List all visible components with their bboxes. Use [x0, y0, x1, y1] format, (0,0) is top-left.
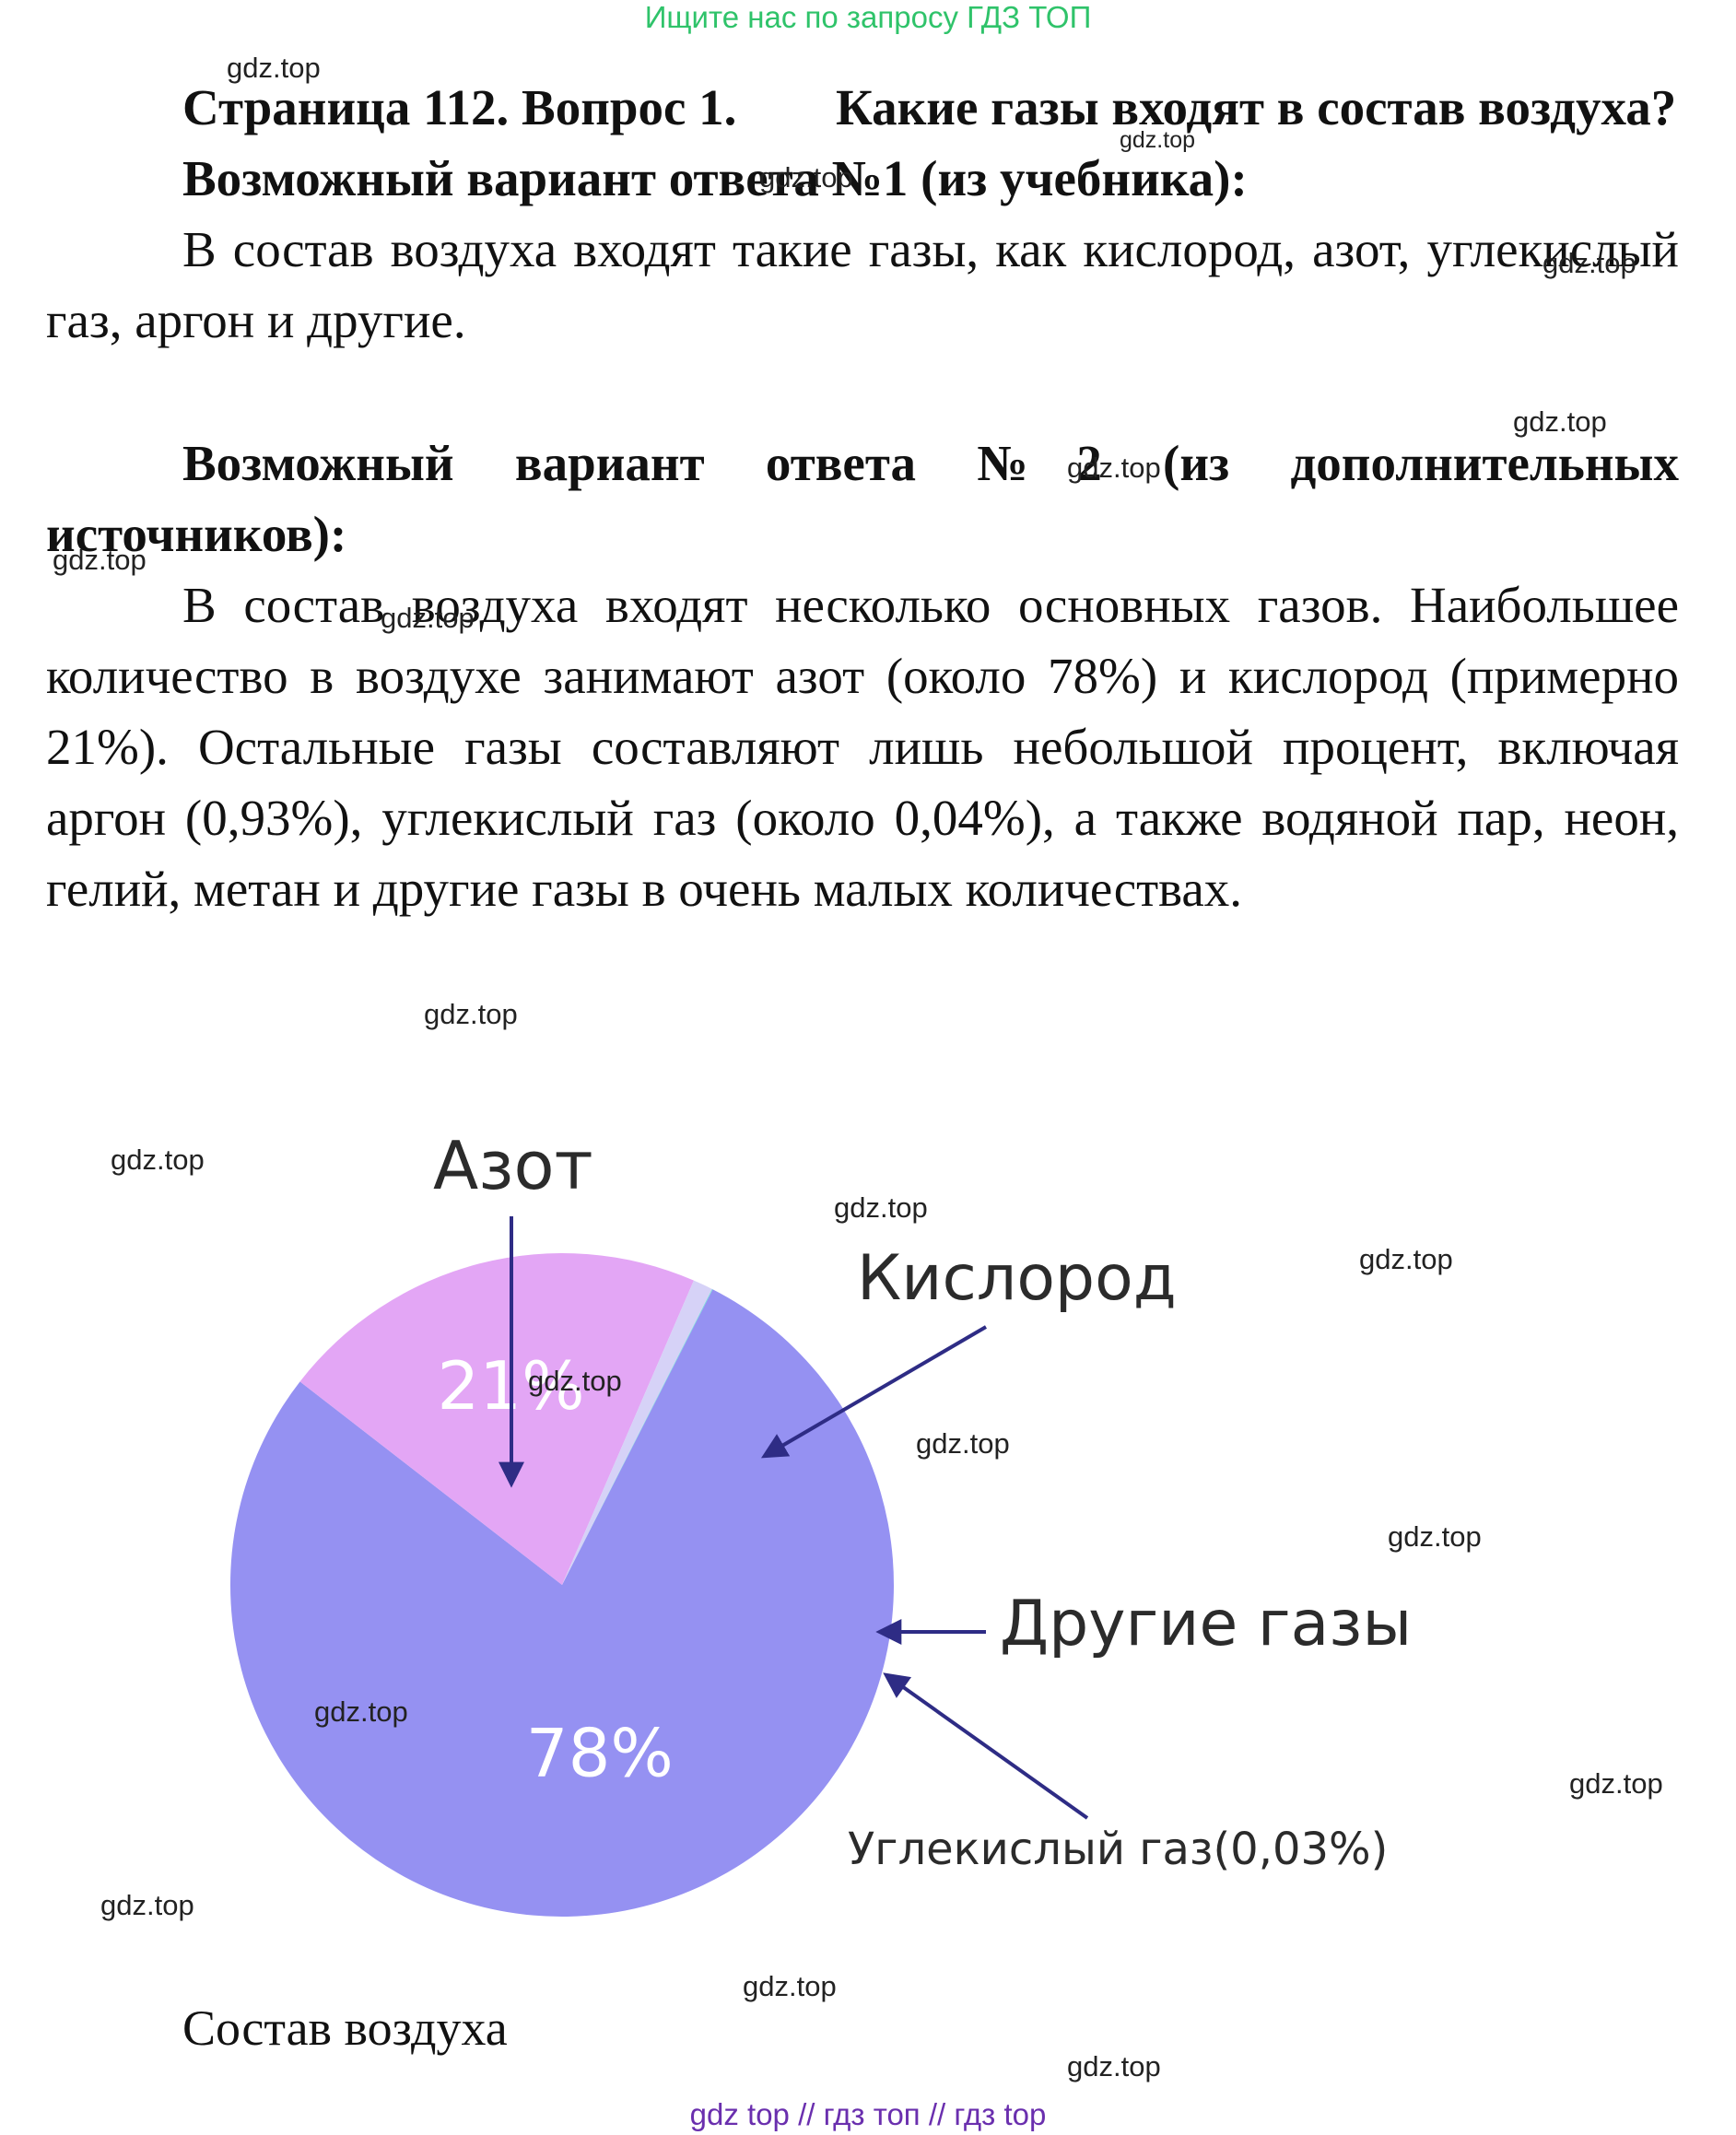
page-title: Страница 112. Вопрос 1. [182, 79, 737, 135]
footer-separator: // [928, 2097, 946, 2131]
pie-slice-2 [562, 1280, 712, 1585]
watermark: gdz.top [227, 52, 321, 84]
answer1-heading: Возможный вариант ответа №1 (из учебника… [182, 150, 1248, 206]
watermark: gdz.top [1359, 1243, 1453, 1275]
question-heading: Страница 112. Вопрос 1. Какие газы входя… [46, 72, 1679, 143]
watermark: gdz.top [100, 1889, 194, 1921]
chart-caption: Состав воздуха [182, 2000, 508, 2056]
search-banner[interactable]: Ищите нас по запросу ГДЗ ТОП [0, 0, 1736, 35]
watermark: gdz.top [1388, 1520, 1482, 1553]
pie-slice-1 [299, 1253, 694, 1585]
watermark: gdz.top [1067, 452, 1161, 484]
watermark: gdz.top [759, 161, 853, 194]
watermark: gdz.top [1569, 1767, 1663, 1800]
footer-link[interactable]: gdz top [689, 2097, 790, 2131]
arrow-uglekisly-gaz [883, 1672, 1089, 1820]
annotation-drugie-gazy: Другие газы [1000, 1588, 1412, 1660]
watermark: gdz.top [834, 1191, 928, 1224]
arrow-kislorod [760, 1325, 988, 1459]
question-text: Какие газы входят в состав воздуха? [835, 79, 1677, 135]
watermark: gdz.top [1513, 405, 1607, 438]
answer2-text: В состав воздуха входят несколько основн… [46, 577, 1679, 917]
annotation-kislorod: Кислород [857, 1242, 1177, 1315]
answer2-heading: Возможный вариант ответа №2 (из дополнит… [46, 435, 1679, 562]
watermark: gdz.top [1067, 2050, 1161, 2082]
watermark: gdz.top [53, 544, 147, 576]
watermark: gdz.top [111, 1144, 205, 1176]
annotation-azot: Азот [433, 1127, 593, 1204]
watermark: gdz.top [424, 998, 518, 1030]
watermark: gdz.top [314, 1695, 408, 1728]
pie-slice-0 [229, 1289, 894, 1917]
pie-slice-3 [562, 1288, 713, 1585]
footer-link[interactable]: гдз топ [823, 2097, 921, 2131]
watermark: gdz.top [381, 602, 475, 634]
footer-separator: // [798, 2097, 815, 2131]
footer-link[interactable]: гдз top [954, 2097, 1047, 2131]
annotation-uglekisly-gaz: Углекислый газ(0,03%) [848, 1824, 1388, 1875]
watermark: gdz.top [1542, 247, 1636, 279]
footer-links: gdz top // гдз топ // гдз top [0, 2097, 1736, 2132]
banner-text[interactable]: Ищите нас по запросу ГДЗ ТОП [644, 0, 1092, 34]
document-body: Страница 112. Вопрос 1. Какие газы входя… [46, 72, 1679, 924]
answer1-text: В состав воздуха входят такие газы, как … [46, 221, 1679, 348]
air-composition-pie-chart: 78%21% Азот Кислород Другие газы Углекис… [229, 1127, 1412, 1917]
watermark: gdz.top [743, 1970, 837, 2002]
watermark: gdz.top [528, 1365, 622, 1397]
pie-label-0: 78% [526, 1715, 674, 1792]
watermark: gdz.top [916, 1427, 1010, 1460]
watermark: gdz.top [1120, 127, 1196, 153]
